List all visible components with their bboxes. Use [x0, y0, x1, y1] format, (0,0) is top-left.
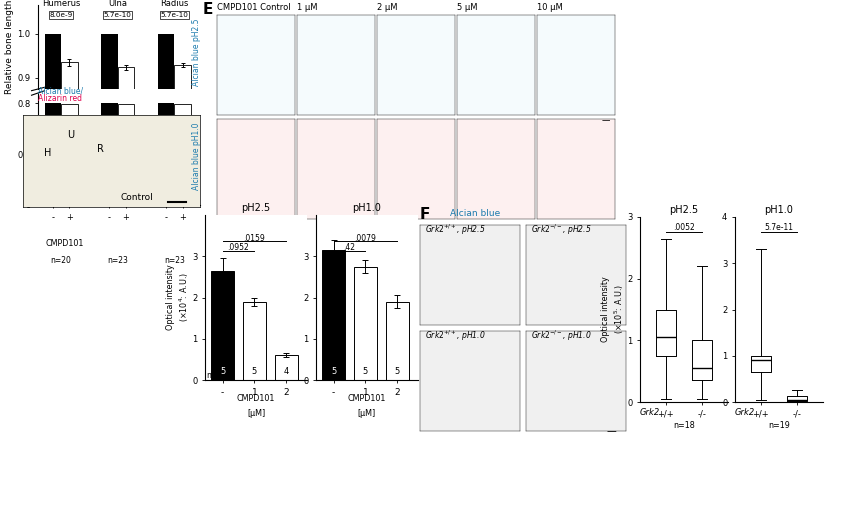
Text: 2 μM: 2 μM	[377, 3, 398, 12]
Text: .0052: .0052	[673, 223, 695, 232]
Text: $Grk2^{+/+}$, pH2.5: $Grk2^{+/+}$, pH2.5	[425, 223, 486, 237]
Text: R: R	[98, 144, 104, 154]
Text: Grk2: Grk2	[640, 408, 661, 417]
Bar	[211, 271, 234, 380]
Y-axis label: Relative bone length: Relative bone length	[5, 0, 14, 94]
Text: Alizarin red: Alizarin red	[38, 94, 82, 103]
Text: Control: Control	[120, 193, 153, 201]
Text: CMPD101: CMPD101	[348, 394, 386, 403]
Bar	[322, 250, 345, 380]
Text: Alcian blue pH1.0: Alcian blue pH1.0	[192, 122, 201, 190]
Text: Alcian blue pH2.5: Alcian blue pH2.5	[192, 19, 201, 86]
Text: .0159: .0159	[243, 233, 265, 243]
Text: [μM]: [μM]	[247, 409, 265, 418]
Text: Humerus: Humerus	[42, 0, 81, 8]
Text: $Grk2^{-/-}$, pH1.0: $Grk2^{-/-}$, pH1.0	[531, 329, 592, 343]
Bar	[158, 103, 175, 205]
Text: 4: 4	[284, 367, 289, 376]
Text: .0952: .0952	[227, 244, 249, 252]
Text: 5: 5	[363, 367, 368, 376]
Text: Ulna: Ulna	[109, 0, 127, 8]
Bar	[118, 67, 134, 476]
Bar	[354, 267, 377, 380]
Text: 5: 5	[252, 367, 257, 376]
Text: 5: 5	[220, 367, 226, 376]
Text: $Grk2^{+/+}$, pH1.0: $Grk2^{+/+}$, pH1.0	[425, 329, 486, 343]
Text: E: E	[203, 2, 214, 17]
Text: Alcian blue: Alcian blue	[450, 209, 500, 218]
Text: CMPD101 Control: CMPD101 Control	[217, 3, 291, 12]
Text: n=23: n=23	[164, 256, 185, 265]
Title: pH2.5: pH2.5	[669, 205, 699, 215]
Text: n=19: n=19	[768, 421, 790, 430]
Text: .0079: .0079	[354, 233, 377, 243]
Text: Grk2: Grk2	[735, 408, 756, 417]
Bar	[386, 302, 409, 380]
Text: —: —	[601, 116, 610, 125]
Text: 5 μM: 5 μM	[457, 3, 477, 12]
Text: 5: 5	[331, 367, 336, 376]
Text: Alcian blue/: Alcian blue/	[38, 86, 83, 95]
Text: CMPD101: CMPD101	[46, 240, 84, 248]
Title: pH1.0: pH1.0	[353, 203, 382, 213]
Text: .42: .42	[343, 244, 355, 252]
Y-axis label: Optical intensity
(×10$^5$: A.U.): Optical intensity (×10$^5$: A.U.)	[601, 277, 626, 342]
Text: U: U	[67, 130, 75, 140]
Text: 10 μM: 10 μM	[537, 3, 563, 12]
Title: pH2.5: pH2.5	[242, 203, 271, 213]
Bar	[61, 63, 78, 476]
Text: n=23: n=23	[108, 256, 128, 265]
Text: 5.7e-10: 5.7e-10	[103, 12, 131, 18]
Text: n=18: n=18	[673, 421, 695, 430]
Bar	[175, 104, 191, 205]
Bar	[101, 103, 118, 205]
Bar	[118, 104, 134, 205]
Title: pH1.0: pH1.0	[765, 205, 794, 215]
Text: $Grk2^{-/-}$, pH2.5: $Grk2^{-/-}$, pH2.5	[531, 223, 592, 237]
Bar	[243, 302, 266, 380]
Text: 1 μM: 1 μM	[297, 3, 317, 12]
Text: F: F	[420, 207, 431, 222]
Text: n=20: n=20	[51, 256, 71, 265]
Bar	[158, 34, 175, 476]
Text: Radius: Radius	[160, 0, 188, 8]
Y-axis label: Optical intensity
(×10$^4$: A.U.): Optical intensity (×10$^4$: A.U.)	[166, 265, 191, 331]
Text: —: —	[606, 426, 616, 436]
Text: [μM]: [μM]	[358, 409, 377, 418]
Text: 5.7e-10: 5.7e-10	[160, 12, 188, 18]
Bar	[175, 65, 191, 476]
Bar	[101, 34, 118, 476]
Bar	[61, 104, 78, 205]
Bar	[45, 34, 61, 476]
Text: 8.0e-9: 8.0e-9	[49, 12, 73, 18]
Text: n→: n→	[206, 372, 217, 380]
Text: CMPD101: CMPD101	[237, 394, 276, 403]
Text: 5: 5	[394, 367, 400, 376]
Text: 5.7e-11: 5.7e-11	[765, 223, 794, 232]
Bar	[275, 355, 298, 380]
Bar	[45, 103, 61, 205]
Text: H: H	[44, 149, 52, 158]
